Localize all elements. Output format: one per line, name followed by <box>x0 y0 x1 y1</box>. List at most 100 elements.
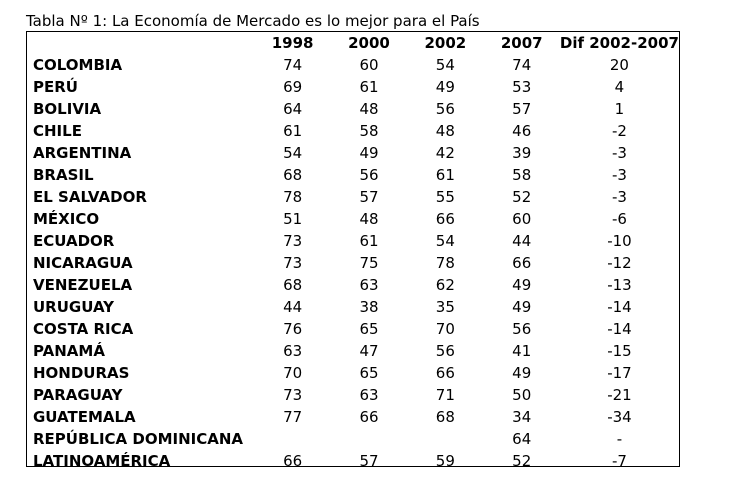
value-1998: 68 <box>283 276 303 294</box>
value-2000: 57 <box>359 188 379 206</box>
table-row: VENEZUELA 68 63 62 49 -13 <box>27 274 679 296</box>
value-2000: 48 <box>359 210 379 228</box>
value-2000: 63 <box>359 276 379 294</box>
value-dif: -10 <box>607 232 632 250</box>
value-1998: 66 <box>283 452 303 470</box>
country-cell: URUGUAY <box>33 298 114 316</box>
value-2000: 63 <box>359 386 379 404</box>
value-dif: -15 <box>607 342 632 360</box>
value-1998: 68 <box>283 166 303 184</box>
value-2002: 54 <box>435 56 455 74</box>
value-2002: 56 <box>435 342 455 360</box>
value-2002: 66 <box>435 210 455 228</box>
value-1998: 69 <box>283 78 303 96</box>
table-row: LATINOAMÉRICA 66 57 59 52 -7 <box>27 450 679 472</box>
value-2007: 41 <box>512 342 532 360</box>
country-cell: LATINOAMÉRICA <box>33 452 171 470</box>
header-1998: 1998 <box>271 34 314 52</box>
value-2007: 64 <box>512 430 532 448</box>
table-row: URUGUAY 44 38 35 49 -14 <box>27 296 679 318</box>
value-2000: 75 <box>359 254 379 272</box>
value-1998: 78 <box>283 188 303 206</box>
value-2007: 60 <box>512 210 532 228</box>
value-1998: 73 <box>283 386 303 404</box>
table-row: NICARAGUA 73 75 78 66 -12 <box>27 252 679 274</box>
value-2000: 66 <box>359 408 379 426</box>
value-dif: - <box>616 430 623 448</box>
table-row: PARAGUAY 73 63 71 50 -21 <box>27 384 679 406</box>
table-row: PANAMÁ 63 47 56 41 -15 <box>27 340 679 362</box>
country-cell: MÉXICO <box>33 210 100 228</box>
country-cell: ARGENTINA <box>33 144 132 162</box>
value-1998: 54 <box>283 144 303 162</box>
country-cell: EL SALVADOR <box>33 188 147 206</box>
value-dif: -14 <box>607 298 632 316</box>
value-2007: 52 <box>512 188 532 206</box>
value-2007: 66 <box>512 254 532 272</box>
value-dif: -3 <box>611 144 627 162</box>
header-2002: 2002 <box>424 34 467 52</box>
table-row: ECUADOR 73 61 54 44 -10 <box>27 230 679 252</box>
value-1998: 76 <box>283 320 303 338</box>
value-1998: 74 <box>283 56 303 74</box>
value-dif: -21 <box>607 386 632 404</box>
value-2002: 66 <box>435 364 455 382</box>
country-cell: COLOMBIA <box>33 56 123 74</box>
value-2002 <box>407 428 483 450</box>
value-2000: 57 <box>359 452 379 470</box>
value-2007: 49 <box>512 298 532 316</box>
country-cell: PARAGUAY <box>33 386 123 404</box>
value-2000: 65 <box>359 364 379 382</box>
value-2007: 56 <box>512 320 532 338</box>
country-cell: ECUADOR <box>33 232 115 250</box>
value-1998: 73 <box>283 232 303 250</box>
value-2002: 70 <box>435 320 455 338</box>
value-dif: -3 <box>611 166 627 184</box>
value-2007: 39 <box>512 144 532 162</box>
table-frame: 1998 2000 2002 2007 Dif 2002-2007 COLOMB… <box>26 31 680 470</box>
value-2007: 58 <box>512 166 532 184</box>
value-2007: 74 <box>512 56 532 74</box>
value-dif: -3 <box>611 188 627 206</box>
country-cell: PERÚ <box>33 78 78 96</box>
table-row: BOLIVIA 64 48 56 57 1 <box>27 98 679 120</box>
value-2000: 61 <box>359 232 379 250</box>
value-2000: 60 <box>359 56 379 74</box>
value-2007: 57 <box>512 100 532 118</box>
value-1998: 44 <box>283 298 303 316</box>
table-row: ARGENTINA 54 49 42 39 -3 <box>27 142 679 164</box>
header-dif-2002-2007: Dif 2002-2007 <box>559 34 679 52</box>
country-cell: HONDURAS <box>33 364 130 382</box>
value-2002: 71 <box>435 386 455 404</box>
value-2002: 49 <box>435 78 455 96</box>
data-table: 1998 2000 2002 2007 Dif 2002-2007 COLOMB… <box>27 32 679 472</box>
value-1998: 63 <box>283 342 303 360</box>
value-1998: 51 <box>283 210 303 228</box>
table-row: EL SALVADOR 78 57 55 52 -3 <box>27 186 679 208</box>
value-2007: 53 <box>512 78 532 96</box>
value-dif: -6 <box>611 210 627 228</box>
value-2002: 35 <box>435 298 455 316</box>
value-2002: 61 <box>435 166 455 184</box>
value-dif: -7 <box>611 452 627 470</box>
value-2000: 47 <box>359 342 379 360</box>
value-dif: -17 <box>607 364 632 382</box>
table-row: MÉXICO 51 48 66 60 -6 <box>27 208 679 230</box>
country-cell: NICARAGUA <box>33 254 133 272</box>
value-2007: 52 <box>512 452 532 470</box>
country-cell: REPÚBLICA DOMINICANA <box>33 430 244 448</box>
value-2007: 50 <box>512 386 532 404</box>
value-2007: 46 <box>512 122 532 140</box>
value-2007: 44 <box>512 232 532 250</box>
header-2000: 2000 <box>348 34 390 52</box>
value-dif: -14 <box>607 320 632 338</box>
table-row: HONDURAS 70 65 66 49 -17 <box>27 362 679 384</box>
value-2002: 68 <box>435 408 455 426</box>
value-1998: 77 <box>283 408 303 426</box>
country-cell: VENEZUELA <box>33 276 133 294</box>
country-cell: GUATEMALA <box>33 408 136 426</box>
header-2007: 2007 <box>500 34 543 52</box>
value-2000: 48 <box>359 100 379 118</box>
value-2002: 59 <box>435 452 455 470</box>
table-row: CHILE 61 58 48 46 -2 <box>27 120 679 142</box>
